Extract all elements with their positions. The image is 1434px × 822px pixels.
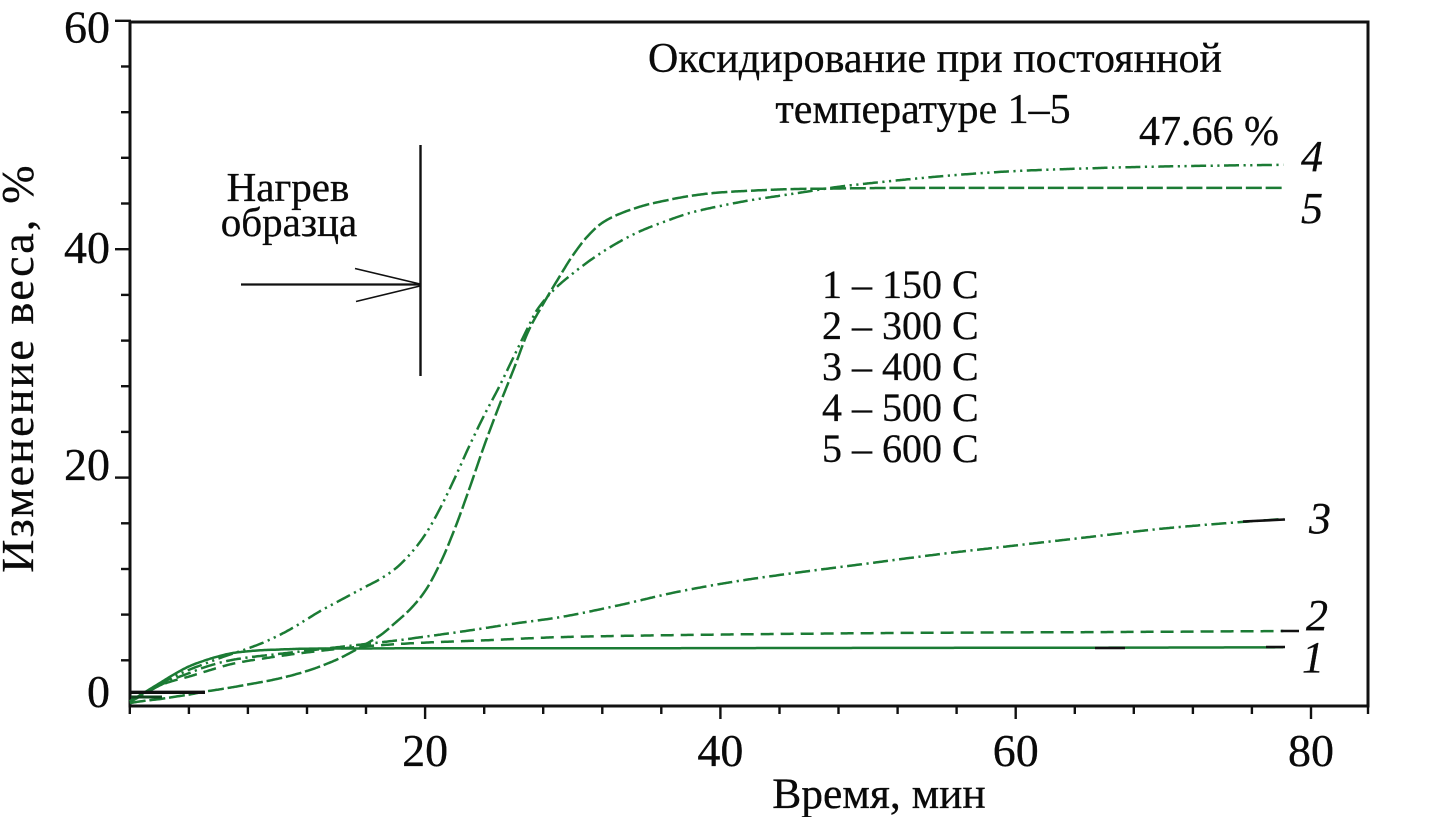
svg-text:40: 40 [697, 725, 743, 776]
svg-text:Оксидирование при постоянной: Оксидирование при постоянной [648, 36, 1222, 82]
svg-text:5 – 600 C: 5 – 600 C [822, 426, 979, 471]
svg-text:4 – 500 C: 4 – 500 C [822, 385, 979, 430]
svg-text:60: 60 [64, 2, 110, 53]
svg-text:2: 2 [1306, 591, 1328, 640]
svg-text:40: 40 [64, 222, 110, 273]
svg-text:60: 60 [993, 725, 1039, 776]
svg-text:5: 5 [1301, 184, 1323, 233]
svg-text:3 – 400 C: 3 – 400 C [822, 344, 979, 389]
svg-text:Нагрев: Нагрев [227, 164, 350, 210]
svg-text:образца: образца [221, 199, 357, 245]
svg-text:2 – 300 C: 2 – 300 C [822, 303, 979, 348]
svg-text:4: 4 [1301, 132, 1323, 181]
svg-text:1 – 150 C: 1 – 150 C [822, 262, 979, 307]
svg-text:1: 1 [1302, 633, 1324, 682]
svg-text:80: 80 [1288, 725, 1334, 776]
svg-text:20: 20 [402, 725, 448, 776]
svg-text:Время, мин: Время, мин [772, 770, 985, 817]
svg-text:47.66 %: 47.66 % [1139, 109, 1279, 155]
svg-text:0: 0 [87, 666, 110, 717]
svg-text:Изменение веса, %: Изменение веса, % [0, 163, 43, 573]
svg-text:температуре 1–5: температуре 1–5 [775, 87, 1070, 133]
svg-text:3: 3 [1308, 494, 1331, 543]
svg-text:20: 20 [64, 439, 110, 490]
